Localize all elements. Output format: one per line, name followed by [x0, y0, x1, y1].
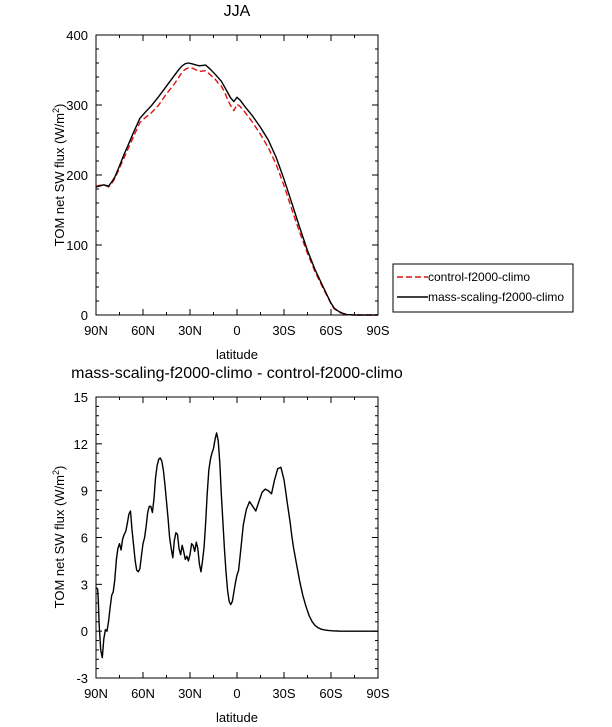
x-tick-label: 30S — [272, 323, 295, 338]
bottom-y-axis-unit-base: W/m — [52, 475, 67, 502]
bottom-panel: mass-scaling-f2000-climo - control-f2000… — [51, 365, 403, 725]
bottom-series-lines — [95, 432, 378, 659]
y-tick-label: 3 — [81, 577, 88, 592]
x-tick-label: 90S — [366, 686, 389, 701]
x-tick-label: 30S — [272, 686, 295, 701]
legend-label-mass-scaling: mass-scaling-f2000-climo — [428, 290, 564, 304]
series-line-mass-scaling-f2000-climo — [95, 62, 378, 316]
bottom-x-axis-label: latitude — [216, 710, 258, 725]
x-tick-label: 90S — [366, 323, 389, 338]
y-tick-label: 300 — [66, 98, 88, 113]
legend-box — [392, 263, 574, 313]
top-axis-ticks: 90N 60N 30N 0 30S 60S 90S 0 100 200 300 400 — [66, 28, 390, 338]
series-line-difference — [95, 432, 378, 659]
legend: control-f2000-climo mass-scaling-f2000-c… — [392, 263, 574, 313]
y-tick-label: 0 — [81, 308, 88, 323]
top-series-lines — [95, 62, 378, 316]
y-tick-label: 15 — [74, 390, 88, 405]
bottom-y-axis-label-text: TOM net SW flux — [52, 509, 67, 608]
x-tick-label: 90N — [84, 323, 108, 338]
bottom-axis-ticks: 90N 60N 30N 0 30S 60S 90S -3 0 3 6 9 12 15 — [74, 390, 390, 701]
top-y-axis-label-text: TOM net SW flux — [52, 147, 67, 246]
x-tick-label: 30N — [178, 686, 202, 701]
x-tick-label: 0 — [233, 686, 240, 701]
x-tick-label: 60S — [319, 686, 342, 701]
x-tick-label: 60N — [131, 686, 155, 701]
x-tick-label: 90N — [84, 686, 108, 701]
top-panel: JJA 90N 60N 30N 0 30S 60S 90S 0 100 200 300 400 lat… — [51, 3, 390, 362]
bottom-panel-title: mass-scaling-f2000-climo - control-f2000… — [71, 365, 403, 382]
bottom-y-axis-unit-exp: 2 — [51, 470, 61, 475]
y-tick-label: 100 — [66, 238, 88, 253]
x-tick-label: 30N — [178, 323, 202, 338]
series-line-control-f2000-climo — [95, 67, 378, 316]
x-tick-label: 60S — [319, 323, 342, 338]
y-tick-label: 12 — [74, 437, 88, 452]
bottom-plot-frame — [95, 396, 379, 679]
y-tick-label: 0 — [81, 624, 88, 639]
x-tick-label: 0 — [233, 323, 240, 338]
y-tick-label: 9 — [81, 484, 88, 499]
y-tick-label: 200 — [66, 168, 88, 183]
top-x-axis-label: latitude — [216, 347, 258, 362]
top-plot-frame — [95, 34, 379, 316]
top-y-axis-unit-base: W/m — [52, 113, 67, 140]
bottom-y-axis-label: TOM net SW flux (W/m2) — [51, 466, 67, 609]
top-y-axis-label: TOM net SW flux (W/m2) — [51, 104, 67, 247]
top-panel-title: JJA — [224, 3, 251, 20]
y-tick-label: 400 — [66, 28, 88, 43]
y-tick-label: 6 — [81, 531, 88, 546]
x-tick-label: 60N — [131, 323, 155, 338]
legend-label-control: control-f2000-climo — [428, 270, 530, 284]
top-y-axis-unit-exp: 2 — [51, 108, 61, 113]
y-tick-label: -3 — [76, 671, 88, 686]
